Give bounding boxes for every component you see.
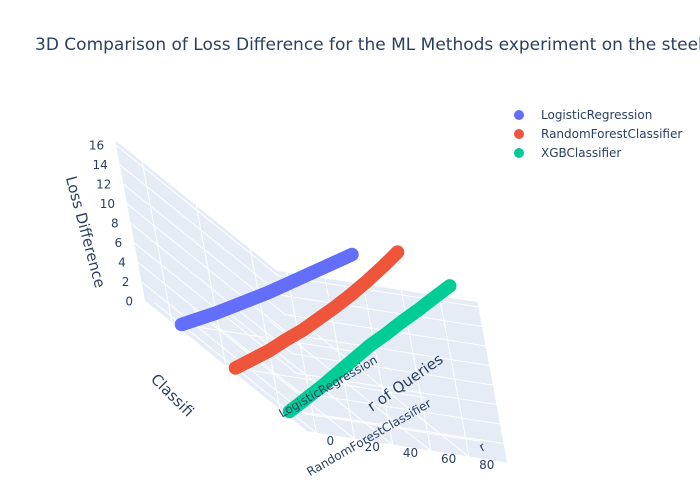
y-gridline (306, 326, 470, 458)
z-gridline (281, 294, 483, 327)
y-gridline (192, 308, 355, 440)
series-XGBClassifier (282, 279, 457, 419)
z-gridline (278, 275, 479, 308)
legend-item[interactable]: RandomForestClassifier (514, 127, 682, 141)
z-gridline (306, 431, 508, 464)
z-gridline (292, 353, 493, 386)
x-tick-label: r (476, 440, 487, 455)
z-tick-label: 10 (100, 197, 115, 211)
z-tick-label: 14 (93, 158, 108, 172)
legend: LogisticRegression RandomForestClassifier… (514, 108, 682, 160)
x-axis-title: Classifi (147, 370, 197, 420)
y-gridline (438, 296, 470, 458)
legend-item[interactable]: XGBClassifier (514, 146, 621, 160)
legend-label: XGBClassifier (541, 146, 621, 160)
z-axis-title: Loss Difference (62, 174, 109, 290)
z-tick-label: 8 (111, 216, 119, 230)
z-gridline (303, 411, 504, 444)
z-tick-label: 16 (89, 138, 104, 152)
legend-marker (514, 129, 524, 139)
legend-marker (514, 110, 524, 120)
legend-item[interactable]: LogisticRegression (514, 108, 652, 122)
data-point (442, 279, 457, 293)
x-gridline (141, 162, 173, 324)
data-point (345, 247, 359, 262)
data-point (390, 245, 405, 259)
legend-label: LogisticRegression (541, 108, 652, 122)
y-tick-label: 20 (365, 440, 380, 454)
y-tick-label: 0 (327, 434, 335, 448)
y-tick-label: 40 (403, 446, 418, 460)
z-tick-label: 12 (96, 177, 111, 191)
y-gridline (230, 314, 394, 446)
chart-title: 3D Comparison of Loss Difference for the… (35, 35, 700, 55)
x-gridline (195, 205, 227, 367)
z-tick-label: 0 (125, 294, 133, 308)
z-tick-label: 6 (115, 236, 123, 250)
data-points (174, 245, 457, 419)
y-gridline (286, 272, 318, 434)
legend-label: RandomForestClassifier (541, 127, 682, 141)
x-gridline (249, 249, 281, 411)
legend-marker (514, 148, 524, 158)
y-tick-label: 80 (479, 458, 494, 472)
y-gridline (268, 320, 432, 452)
z-gridline (299, 392, 501, 425)
x-gridline (171, 322, 373, 355)
z-tick-label: 2 (122, 275, 130, 289)
series-LogisticRegression (174, 247, 359, 332)
z-tick-label: 4 (118, 255, 126, 269)
y-gridline (362, 284, 394, 446)
series-RandomForestClassifier (228, 245, 405, 375)
y-tick-label: 60 (441, 452, 456, 466)
